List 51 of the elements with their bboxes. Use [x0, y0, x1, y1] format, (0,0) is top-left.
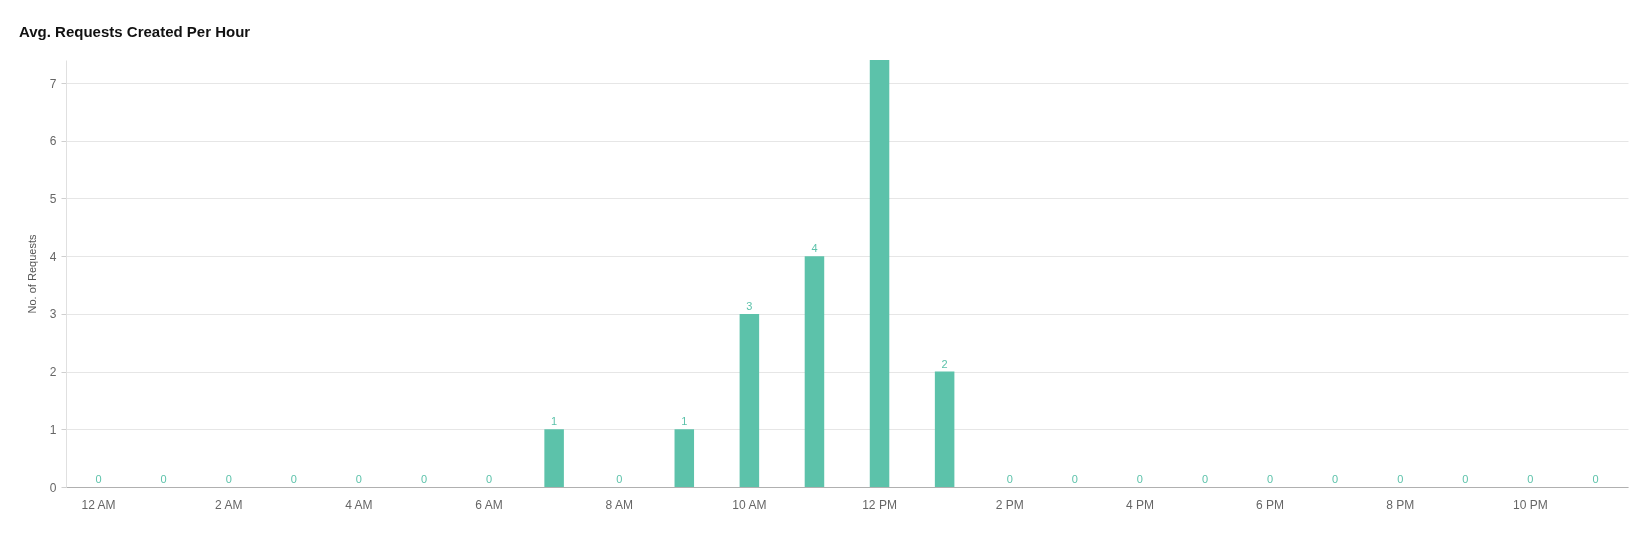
x-tick-label: 12 AM: [81, 497, 116, 512]
x-tick-label: 8 PM: [1386, 497, 1415, 512]
x-tick-label: 8 AM: [605, 497, 633, 512]
data-label: 0: [1201, 473, 1209, 485]
chart-title: Avg. Requests Created Per Hour: [19, 23, 251, 40]
y-tick-label: 7: [49, 76, 57, 91]
data-label: 0: [616, 473, 623, 485]
data-label: 0: [1527, 473, 1534, 485]
y-tick-label: 1: [49, 422, 57, 437]
bar: [544, 429, 564, 487]
x-tick-label: 2 PM: [995, 497, 1024, 512]
bar: [934, 371, 955, 487]
bar: [674, 429, 695, 487]
data-label: 0: [485, 473, 493, 485]
y-tick-label: 2: [49, 365, 57, 380]
x-tick-label: 10 PM: [1513, 497, 1548, 512]
data-label: 0: [420, 473, 428, 485]
bar: [739, 313, 760, 487]
x-tick-label: 4 AM: [345, 497, 373, 512]
bar: [804, 256, 825, 487]
data-label: 0: [1397, 473, 1404, 485]
data-label: 2: [941, 357, 948, 370]
y-tick-label: 3: [49, 307, 57, 322]
bar: [869, 60, 890, 487]
data-label: 0: [1462, 473, 1469, 485]
data-label: 1: [681, 415, 688, 428]
data-label: 0: [1266, 473, 1274, 485]
y-tick-label: 6: [49, 134, 57, 149]
data-label: 0: [355, 473, 362, 485]
data-label: 0: [1332, 473, 1339, 485]
data-label: 1: [551, 415, 558, 428]
data-label: 0: [1006, 473, 1013, 485]
data-label: 0: [225, 473, 232, 485]
data-label: 4: [811, 242, 818, 255]
y-tick-label: 4: [49, 249, 57, 264]
x-tick-label: 12 PM: [862, 497, 897, 512]
data-label: 3: [746, 299, 753, 312]
y-axis-title: No. of Requests: [25, 234, 38, 314]
data-label: 0: [290, 473, 297, 485]
data-label: 0: [160, 473, 167, 485]
y-tick-label: 5: [49, 191, 57, 206]
y-tick-label: 0: [49, 480, 57, 495]
x-tick-label: 6 PM: [1256, 497, 1285, 512]
x-tick-label: 6 AM: [475, 497, 503, 512]
x-tick-label: 10 AM: [732, 497, 767, 512]
x-tick-label: 4 PM: [1125, 497, 1154, 512]
data-label: 0: [1592, 473, 1599, 485]
data-label: 0: [1136, 473, 1143, 485]
x-tick-label: 2 AM: [215, 497, 243, 512]
data-label: 0: [95, 473, 102, 485]
data-label: 0: [1071, 473, 1078, 485]
